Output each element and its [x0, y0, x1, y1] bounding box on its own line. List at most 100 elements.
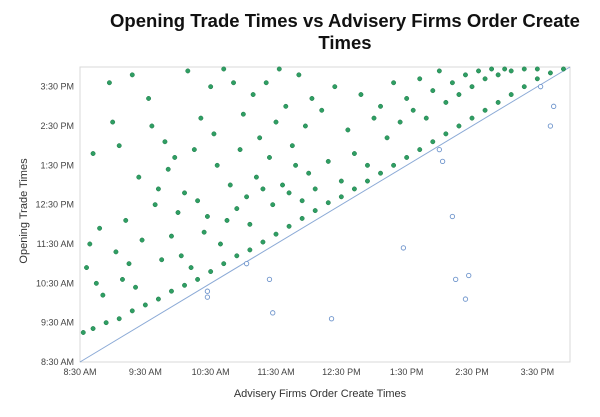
data-point-hollow: [400, 245, 407, 251]
data-point: [469, 84, 475, 90]
reference-line: [79, 66, 571, 363]
data-point: [231, 80, 236, 86]
data-point: [211, 131, 217, 137]
data-point: [365, 162, 370, 168]
y-tick-label: 11:30 AM: [37, 239, 74, 249]
x-axis-label: Advisery Firms Order Create Times: [233, 388, 407, 400]
data-point: [312, 186, 318, 192]
data-point-hollow: [204, 288, 211, 294]
y-tick-label: 1:30 PM: [40, 160, 74, 170]
data-point: [289, 143, 295, 149]
data-point: [103, 320, 109, 326]
data-point: [195, 198, 201, 204]
data-point: [358, 92, 364, 97]
data-point: [162, 139, 168, 145]
data-point: [142, 302, 148, 308]
data-point: [561, 66, 566, 72]
data-point-hollow: [243, 261, 250, 267]
data-point: [126, 261, 132, 267]
data-point: [273, 119, 279, 125]
data-point: [90, 151, 96, 156]
data-point: [508, 92, 514, 97]
data-point: [234, 206, 240, 212]
data-point: [123, 217, 129, 223]
data-point: [214, 162, 220, 168]
x-tick-label: 8:30 AM: [63, 367, 96, 377]
data-point: [113, 249, 119, 255]
data-point: [391, 162, 397, 168]
data-point: [87, 241, 93, 247]
x-tick-label: 9:30 AM: [129, 367, 162, 377]
data-point: [129, 308, 135, 314]
data-point: [198, 115, 204, 121]
data-point: [152, 202, 158, 208]
data-point: [175, 210, 181, 215]
data-point: [351, 151, 357, 156]
data-point: [133, 284, 138, 290]
data-point: [489, 66, 495, 72]
data-point: [430, 139, 436, 145]
data-point: [97, 225, 103, 231]
data-point: [185, 68, 191, 74]
x-tick-label: 1:30 PM: [390, 367, 424, 377]
data-point: [234, 253, 240, 259]
data-point: [100, 292, 106, 298]
data-point: [208, 269, 214, 274]
data-point-hollow: [270, 310, 276, 316]
data-point: [443, 99, 449, 105]
x-tick-label: 10:30 AM: [192, 367, 230, 377]
data-point: [534, 76, 540, 82]
data-point: [208, 84, 214, 90]
y-tick-label: 10:30 AM: [36, 278, 74, 288]
data-point: [325, 158, 331, 164]
data-point: [378, 170, 383, 176]
chart-title: Opening Trade Times vs Advisery Firms Or…: [110, 10, 580, 53]
data-point: [397, 119, 403, 125]
data-point: [116, 143, 122, 149]
data-point: [296, 72, 302, 78]
data-point: [417, 147, 423, 153]
data-point: [129, 72, 135, 78]
y-tick-label: 2:30 PM: [40, 121, 74, 131]
data-point: [263, 80, 269, 86]
data-point: [146, 96, 152, 101]
data-point: [312, 208, 318, 214]
data-point: [221, 261, 227, 267]
data-point: [306, 170, 312, 176]
data-point: [502, 66, 508, 72]
x-tick-label: 12:30 PM: [322, 367, 361, 377]
data-point: [110, 119, 116, 125]
data-point: [371, 115, 377, 121]
data-point: [482, 76, 488, 82]
data-point: [351, 186, 357, 192]
data-point-hollow: [449, 213, 456, 220]
data-point-hollow: [453, 276, 459, 283]
data-point: [495, 72, 501, 78]
data-point: [283, 103, 289, 109]
data-point: [169, 233, 174, 239]
data-point: [423, 115, 429, 121]
data-point: [378, 103, 383, 109]
data-point: [224, 217, 230, 223]
data-point: [521, 84, 527, 90]
data-point: [508, 68, 514, 74]
data-point: [495, 99, 501, 105]
data-point: [299, 198, 305, 204]
data-point: [332, 84, 338, 90]
data-point: [410, 107, 416, 113]
data-point: [309, 96, 315, 101]
data-point: [195, 276, 201, 282]
data-point: [155, 186, 161, 192]
data-point: [436, 68, 442, 74]
data-point: [136, 174, 142, 180]
data-point: [260, 186, 266, 192]
data-point: [286, 190, 292, 196]
data-point-hollow: [547, 123, 554, 129]
data-point-hollow: [204, 294, 211, 300]
data-point: [178, 253, 184, 259]
data-point: [139, 237, 145, 243]
data-point: [260, 239, 266, 245]
data-point: [253, 174, 259, 180]
data-point: [404, 96, 410, 101]
data-point: [237, 147, 243, 153]
